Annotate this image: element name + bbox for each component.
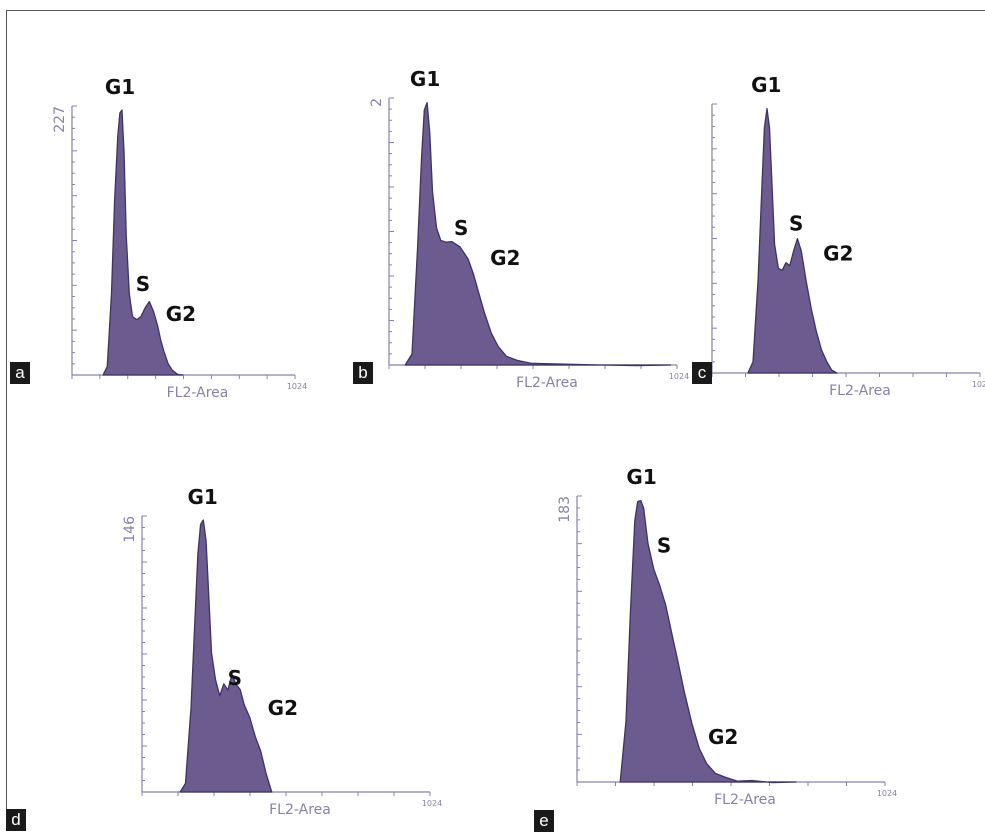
figure-frame	[6, 10, 985, 830]
panel-e: 183 FL2-Area 1024 G1 S G2 e	[510, 465, 985, 832]
x-max-label-e: 1024	[877, 789, 897, 798]
peak-label-s-c: S	[789, 212, 803, 236]
histogram-area-c	[747, 107, 838, 374]
panel-label-d: d	[6, 809, 26, 831]
y-max-label-a: 227	[52, 106, 68, 133]
x-max-label-c: 1024	[972, 380, 985, 389]
histogram-area-b	[404, 101, 672, 367]
panel-c: FL2-Area 1024 G1 S G2 c	[680, 70, 985, 400]
panel-d: 146 FL2-Area 1024 G1 S G2 d	[0, 470, 460, 831]
peak-label-g1-e: G1	[626, 465, 656, 489]
peak-label-g2-b: G2	[490, 246, 520, 270]
peak-label-g2-d: G2	[268, 696, 298, 720]
peak-label-g2-a: G2	[166, 302, 196, 326]
histogram-e: 183 FL2-Area 1024 G1 S G2	[557, 465, 897, 808]
histogram-area-d	[179, 519, 273, 793]
histogram-c: FL2-Area 1024 G1 S G2	[711, 73, 985, 399]
x-axis-label-a: FL2-Area	[167, 385, 229, 401]
peak-label-s-d: S	[228, 666, 242, 690]
histogram-b: 2 FL2-Area 1024 G1 S G2	[369, 67, 689, 391]
x-axis-label-e: FL2-Area	[714, 792, 776, 808]
x-axis-label-b: FL2-Area	[516, 375, 578, 391]
x-axis-label-d: FL2-Area	[269, 802, 331, 818]
panel-a: 227 FL2-Area 1024 G1 S G2 a	[10, 70, 310, 401]
panel-label-b: b	[353, 362, 373, 384]
panel-label-e: e	[534, 810, 554, 832]
histogram-a: 227 FL2-Area 1024 G1 S G2	[52, 75, 307, 401]
peak-label-g1-c: G1	[751, 73, 781, 97]
peak-label-g2-c: G2	[823, 242, 853, 266]
peak-label-g1-b: G1	[410, 67, 440, 91]
x-max-label-b: 1024	[669, 372, 689, 381]
peak-label-g1-a: G1	[105, 75, 135, 99]
peak-label-s-a: S	[136, 272, 150, 296]
panel-label-a: a	[10, 362, 30, 384]
y-max-label-b: 2	[369, 98, 385, 107]
peak-label-g1-d: G1	[188, 485, 218, 509]
histogram-area-a	[102, 109, 184, 376]
y-max-label-d: 146	[122, 516, 138, 543]
peak-label-s-b: S	[454, 216, 468, 240]
peak-label-s-e: S	[657, 533, 671, 557]
y-max-label-e: 183	[557, 496, 573, 523]
histogram-area-e	[619, 499, 797, 784]
x-max-label-a: 1024	[287, 382, 307, 391]
panel-label-c: c	[692, 362, 712, 384]
histogram-d: 146 FL2-Area 1024 G1 S G2	[122, 485, 442, 818]
peak-label-g2-e: G2	[708, 725, 738, 749]
panel-b: 2 FL2-Area 1024 G1 S G2 b	[345, 67, 689, 400]
x-max-label-d: 1024	[422, 799, 442, 808]
x-axis-label-c: FL2-Area	[829, 383, 891, 399]
